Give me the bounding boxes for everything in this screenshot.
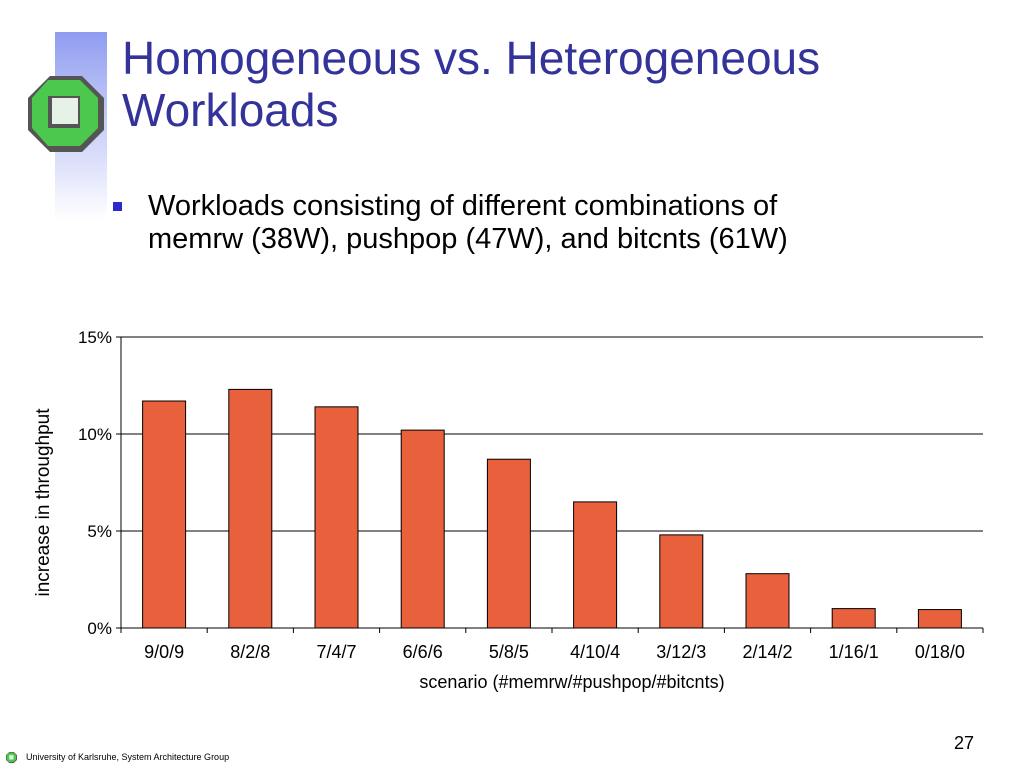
x-tick-label: 4/10/4	[570, 642, 620, 662]
bar	[142, 400, 187, 629]
bar	[573, 501, 618, 629]
bar	[486, 458, 531, 629]
bullet-text: Workloads consisting of different combin…	[148, 190, 788, 256]
x-tick-label: 6/6/6	[403, 642, 443, 662]
slide-title: Homogeneous vs. Heterogeneous Workloads	[122, 32, 1002, 136]
x-axis-title: scenario (#memrw/#pushpop/#bitcnts)	[419, 672, 724, 692]
x-tick-label: 2/14/2	[742, 642, 792, 662]
bullet-line-1: Workloads consisting of different combin…	[148, 190, 778, 222]
y-tick-label: 5%	[87, 522, 112, 541]
chart-axes	[116, 336, 984, 633]
bar	[917, 609, 962, 629]
bar	[745, 573, 790, 629]
bar	[659, 534, 704, 629]
university-logo-icon	[28, 76, 104, 152]
chart-labels: 0% 5% 10% 15% 9/0/9 8/2/8 7/4/7 6/6/6 5/8/5 4/10/…	[33, 328, 965, 692]
bar	[314, 406, 359, 629]
title-line-2: Workloads	[122, 84, 339, 136]
y-tick-label: 15%	[78, 328, 112, 347]
x-tick-label: 3/12/3	[656, 642, 706, 662]
bar	[228, 388, 273, 629]
y-tick-label: 10%	[78, 425, 112, 444]
x-tick-label: 7/4/7	[316, 642, 356, 662]
bullet-line-2: memrw (38W), pushpop (47W), and bitcnts …	[148, 223, 788, 255]
x-tick-label: 0/18/0	[915, 642, 965, 662]
x-tick-label: 1/16/1	[829, 642, 879, 662]
page-number: 27	[953, 733, 974, 753]
footer-text: University of Karlsruhe, System Architec…	[26, 752, 230, 762]
title-line-1: Homogeneous vs. Heterogeneous	[122, 32, 821, 84]
bar	[831, 608, 876, 629]
y-axis-title: increase in throughput	[33, 408, 54, 597]
chart-bars	[142, 388, 962, 629]
throughput-bar-chart: 0% 5% 10% 15% 9/0/9 8/2/8 7/4/7 6/6/6 5/8/5 4/10/…	[33, 328, 984, 692]
footer-logo-icon	[6, 752, 17, 763]
square-bullet-icon	[113, 202, 122, 211]
y-tick-label: 0%	[87, 619, 112, 638]
x-tick-label: 8/2/8	[230, 642, 270, 662]
bar	[400, 429, 445, 629]
x-tick-label: 9/0/9	[144, 642, 184, 662]
x-tick-label: 5/8/5	[489, 642, 529, 662]
